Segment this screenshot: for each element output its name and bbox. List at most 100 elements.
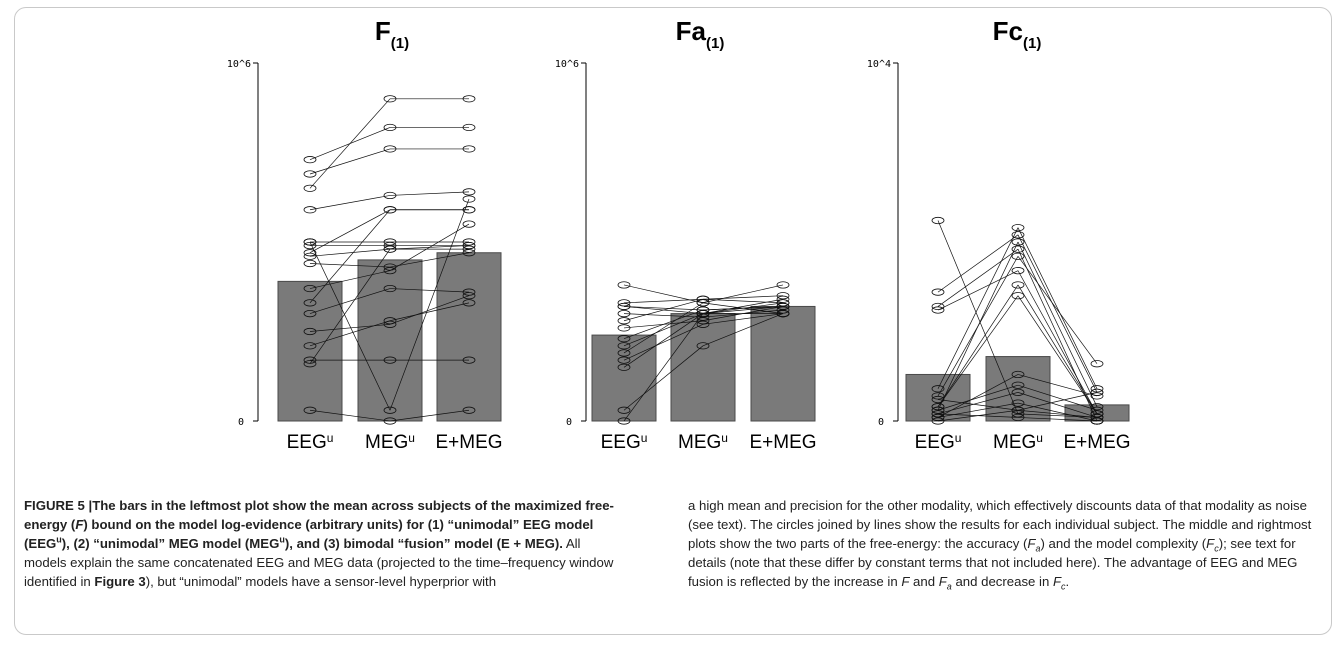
left-chart-subject-2-point-3 (462, 145, 476, 153)
middle-chart-subject-5-point-2 (696, 313, 710, 321)
middle-chart-x-tick-2: MEGu (678, 431, 728, 453)
left-chart-subject-14-point-3 (462, 299, 476, 307)
left-chart-subject-9-point-3 (462, 249, 476, 257)
left-chart-subject-2-point-2 (383, 145, 397, 153)
left-chart-bar-3 (436, 252, 502, 422)
left-chart-subject-17-point-3 (462, 406, 476, 414)
left-chart-subject-15-point-1 (303, 356, 317, 364)
left-chart-subject-11-line-1 (309, 209, 391, 304)
middle-chart-subject-7-point-1 (617, 324, 631, 332)
left-chart-subject-9-line-1 (309, 263, 391, 268)
middle-chart-subject-13-point-1 (617, 406, 631, 414)
right-chart-subject-4-line-2 (1017, 270, 1098, 415)
caption-bold-part-d: ), and (3) bimodal “fusion” model (E + M… (284, 536, 563, 551)
right-chart-subject-8-line-2 (1017, 295, 1098, 415)
caption-figure-3-link[interactable]: Figure 3 (94, 574, 146, 589)
right-chart-x-tick-2-label: MEG (993, 432, 1036, 453)
right-chart-subject-2-point-1 (931, 288, 945, 296)
left-chart-subject-9-point-2 (383, 263, 397, 271)
right-chart-subject-16-line-2 (1017, 417, 1098, 422)
right-chart-subject-7-line-1 (937, 399, 1019, 411)
caption-figure-label: FIGURE 5 | (24, 498, 93, 513)
left-chart-subject-14-line-1 (309, 320, 391, 347)
middle-chart-subject-8-point-2 (696, 306, 710, 314)
right-chart-subject-15-point-3 (1090, 392, 1104, 400)
caption-symbol-Fa-sub: a (1035, 543, 1041, 554)
left-chart-subject-18-point-1 (303, 238, 317, 246)
left-chart-subject-14-line-2 (389, 302, 470, 322)
right-chart-subject-11-line-2 (1017, 402, 1098, 422)
left-chart-title-subscript: (1) (391, 35, 409, 52)
left-chart-subject-16-point-1 (303, 360, 317, 368)
right-chart-subject-13-line-1 (937, 241, 1019, 411)
middle-chart-subject-11-point-2 (696, 320, 710, 328)
right-chart-subject-12-line-1 (937, 284, 1019, 407)
left-chart-subject-12-point-3 (462, 288, 476, 296)
right-chart-subject-7-line-2 (1017, 392, 1098, 411)
middle-chart-subject-5-line-1 (623, 313, 704, 318)
right-chart-subject-15-line-1 (937, 374, 1019, 418)
middle-chart-subject-6-point-2 (696, 295, 710, 303)
middle-chart-subject-1-line-2 (702, 284, 784, 304)
left-chart-y-tick-bottom: 0 (238, 417, 244, 428)
left-chart-x-tick-1-sup: u (327, 431, 334, 445)
caption-right-part-a: a high mean and precision for the other … (688, 498, 1312, 551)
right-chart-subject-4-point-2 (1011, 267, 1025, 275)
right-chart-subject-9-line-1 (937, 384, 1019, 411)
caption-bold-part-c: ), (2) “unimodal” MEG model (MEG (61, 536, 280, 551)
left-chart-subject-18-line-2 (389, 198, 470, 411)
middle-chart-subject-14-point-1 (617, 417, 631, 425)
right-chart-subject-3-line-1 (937, 248, 1019, 307)
right-chart-subject-14-line-2 (1017, 409, 1098, 418)
left-chart-subject-18-point-3 (462, 195, 476, 203)
caption-symbol-F-1: F (901, 574, 910, 589)
middle-chart-x-tick-1: EEGu (601, 431, 648, 453)
caption-symbol-Fa: F (1027, 536, 1036, 551)
middle-chart-subject-6-point-1 (617, 317, 631, 325)
right-chart-subject-9-point-3 (1090, 406, 1104, 414)
middle-chart-subject-6-line-2 (702, 298, 784, 304)
caption-bold-part-a: The bars in the leftmost plot show the m… (24, 498, 614, 532)
left-chart-subject-11-point-1 (303, 299, 317, 307)
left-chart-subject-8-line-1 (309, 248, 391, 257)
caption-bold-part-b: ) bound on the model log-evidence (arbit… (24, 517, 594, 551)
left-chart-subject-12-line-2 (389, 288, 470, 293)
right-chart-subject-3-point-1 (931, 302, 945, 311)
middle-chart-subject-14-line-2 (702, 298, 784, 314)
middle-chart-subject-6-point-3 (776, 299, 790, 307)
left-chart-subject-8-point-1 (303, 252, 317, 260)
middle-chart-subject-1-point-1 (617, 281, 631, 289)
right-chart-subject-5-point-3 (1090, 385, 1104, 393)
middle-chart-subject-2-point-3 (776, 292, 790, 300)
caption-right-part-e: and decrease in (951, 574, 1053, 589)
middle-chart-subject-9-point-1 (617, 342, 631, 350)
left-chart-subject-14-point-1 (303, 342, 317, 350)
caption-symbol-F-2: F (938, 574, 947, 589)
middle-chart-subject-1-line-1 (623, 284, 704, 304)
right-chart-subject-5-point-2 (1011, 224, 1025, 232)
caption-text-part-a: All models explain the same concatenated… (24, 536, 614, 589)
left-chart-x-tick-3: E+MEG (435, 432, 502, 453)
left-chart-subject-5-point-3 (462, 238, 476, 246)
left-chart-subject-10-point-3 (462, 220, 476, 228)
left-chart-subject-1-point-1 (303, 156, 317, 164)
right-chart-subject-8-point-2 (1011, 292, 1025, 300)
middle-chart-title: Fa(1) (676, 16, 725, 52)
right-chart-x-tick-1-sup: u (955, 431, 962, 445)
right-chart-subject-14-point-3 (1090, 413, 1104, 422)
middle-chart-x-tick-3-label: E+MEG (749, 432, 816, 453)
right-chart-title-subscript: (1) (1023, 35, 1041, 52)
right-chart-subject-3-point-2 (1011, 245, 1025, 253)
left-chart-x-tick-2: MEGu (365, 431, 415, 453)
left-chart-subject-12-point-1 (303, 309, 317, 318)
left-chart-title-main: F (375, 16, 391, 46)
caption-sup-u-2: u (279, 534, 285, 545)
middle-chart-subject-13-line-1 (623, 345, 704, 411)
left-chart-x-tick-1: EEGu (287, 431, 334, 453)
left-chart-subject-6-point-2 (383, 241, 397, 250)
right-chart-subject-15-point-1 (931, 413, 945, 422)
caption-right-part-c: ); see text for details (note that these… (688, 536, 1298, 589)
right-chart-subject-4-point-1 (931, 306, 945, 314)
left-chart-subject-2-line-1 (309, 148, 391, 175)
left-chart-x-tick-1-label: EEG (287, 432, 327, 453)
